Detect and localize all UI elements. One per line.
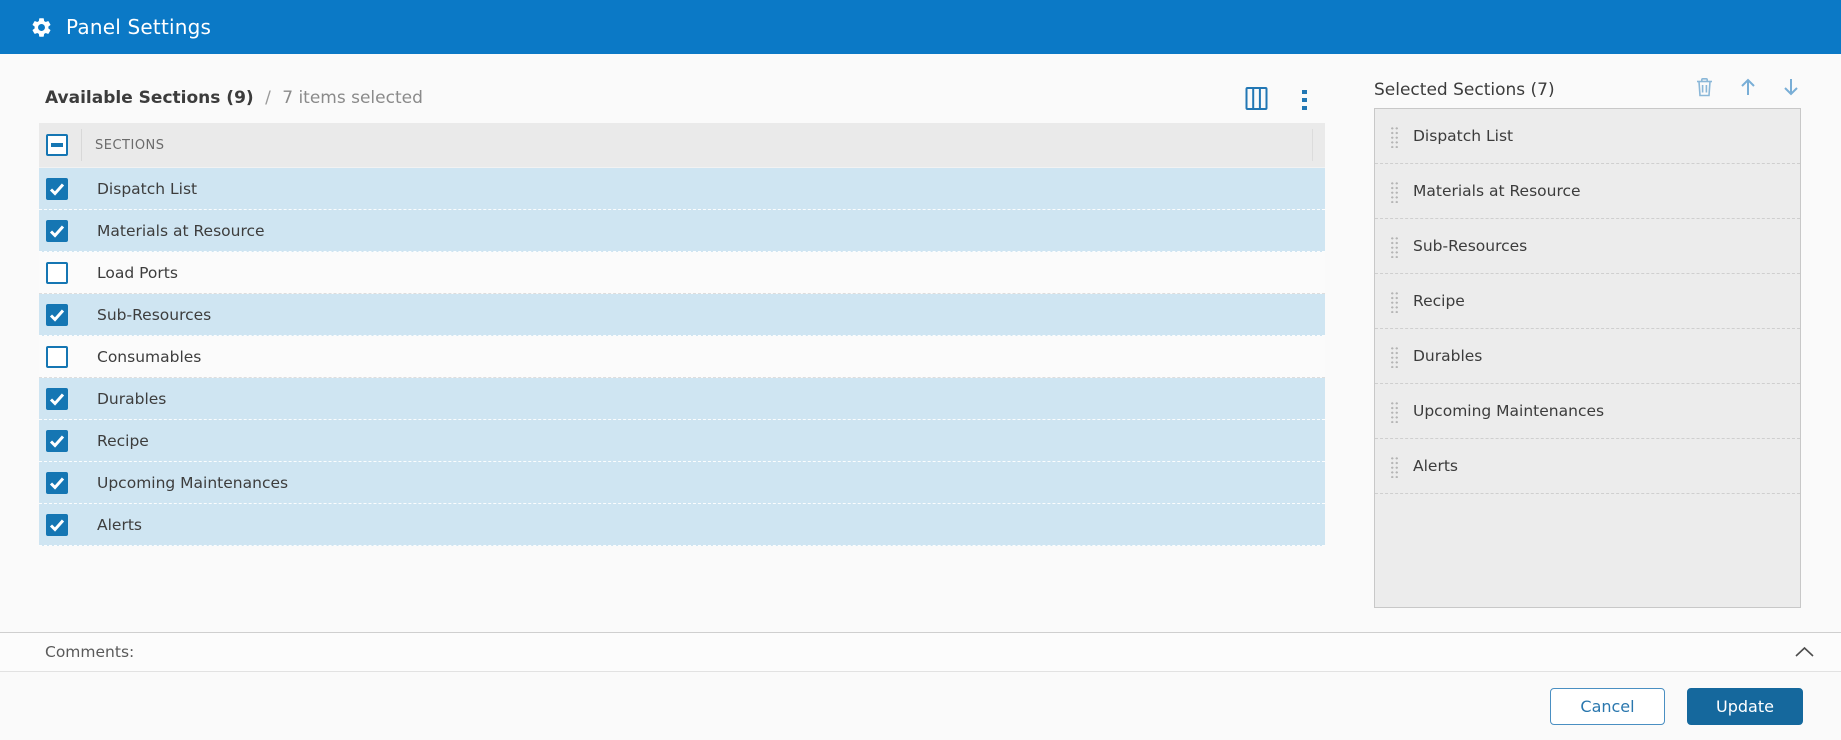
selected-item-label: Sub-Resources: [1413, 237, 1528, 255]
comments-bar[interactable]: Comments:: [0, 632, 1841, 672]
table-row[interactable]: Recipe: [39, 420, 1325, 462]
drag-handle-icon[interactable]: [1389, 454, 1398, 478]
move-down-button[interactable]: [1781, 76, 1801, 101]
arrow-down-icon: [1781, 76, 1801, 101]
table-row[interactable]: Materials at Resource: [39, 210, 1325, 252]
table-row[interactable]: Durables: [39, 378, 1325, 420]
drag-handle-icon[interactable]: [1389, 289, 1398, 313]
table-row[interactable]: Dispatch List: [39, 168, 1325, 210]
selected-list-item[interactable]: Recipe: [1375, 274, 1800, 329]
row-label: Materials at Resource: [97, 221, 265, 240]
checkmark-icon: [49, 309, 65, 322]
heading-separator: /: [265, 88, 271, 108]
row-checkbox[interactable]: [46, 303, 68, 326]
selected-item-label: Recipe: [1413, 292, 1465, 310]
checkmark-icon: [49, 435, 65, 448]
row-checkbox[interactable]: [46, 513, 68, 536]
indeterminate-mark: [51, 143, 63, 147]
selected-item-label: Materials at Resource: [1413, 182, 1581, 200]
sections-column-header: SECTIONS: [95, 137, 165, 153]
table-body: Dispatch List Materials at Resource Load…: [39, 168, 1325, 546]
header-column-divider: [81, 129, 82, 161]
select-all-checkbox[interactable]: [46, 134, 68, 156]
table-row[interactable]: Sub-Resources: [39, 294, 1325, 336]
available-sections-table: SECTIONS Dispatch List Materials at Reso…: [39, 123, 1325, 546]
row-checkbox[interactable]: [46, 387, 68, 410]
row-label: Alerts: [97, 515, 142, 534]
gear-icon: [30, 16, 53, 39]
row-label: Load Ports: [97, 263, 178, 282]
selected-item-label: Upcoming Maintenances: [1413, 402, 1605, 420]
table-row[interactable]: Upcoming Maintenances: [39, 462, 1325, 504]
selected-item-label: Durables: [1413, 347, 1483, 365]
table-header-row: SECTIONS: [39, 123, 1325, 168]
more-options-button[interactable]: [1298, 88, 1311, 113]
drag-handle-icon[interactable]: [1389, 234, 1398, 258]
drag-handle-icon[interactable]: [1389, 344, 1398, 368]
selected-sections-title: Selected Sections (7): [1374, 80, 1555, 100]
column-chooser-button[interactable]: [1245, 86, 1268, 114]
row-label: Dispatch List: [97, 179, 198, 198]
trash-icon: [1695, 76, 1714, 101]
row-checkbox[interactable]: [46, 345, 68, 368]
checkmark-icon: [49, 477, 65, 490]
available-toolbar: [1245, 86, 1311, 114]
arrow-up-icon: [1738, 76, 1758, 101]
drag-handle-icon[interactable]: [1389, 124, 1398, 148]
table-row[interactable]: Consumables: [39, 336, 1325, 378]
cancel-button[interactable]: Cancel: [1550, 688, 1665, 725]
selected-list-item[interactable]: Sub-Resources: [1375, 219, 1800, 274]
selected-list-item[interactable]: Dispatch List: [1375, 109, 1800, 164]
row-label: Durables: [97, 389, 167, 408]
selected-list-item[interactable]: Materials at Resource: [1375, 164, 1800, 219]
table-row[interactable]: Alerts: [39, 504, 1325, 546]
items-selected-count: 7 items selected: [282, 88, 423, 108]
row-checkbox[interactable]: [46, 219, 68, 242]
selected-item-label: Alerts: [1413, 457, 1458, 475]
row-label: Consumables: [97, 347, 202, 366]
selected-sections-list: Dispatch List Materials at Resource Sub-…: [1374, 108, 1801, 608]
row-label: Upcoming Maintenances: [97, 473, 289, 492]
available-sections-title: Available Sections (9): [45, 88, 254, 108]
available-sections-heading: Available Sections (9) / 7 items selecte…: [45, 88, 423, 108]
checkmark-icon: [49, 183, 65, 196]
checkmark-icon: [49, 519, 65, 532]
kebab-menu-icon: [1302, 89, 1307, 111]
checkmark-icon: [49, 393, 65, 406]
update-button[interactable]: Update: [1687, 688, 1803, 725]
row-checkbox[interactable]: [46, 177, 68, 200]
table-row[interactable]: Load Ports: [39, 252, 1325, 294]
dialog-title: Panel Settings: [66, 15, 212, 39]
chevron-up-icon[interactable]: [1794, 646, 1815, 658]
selected-list-item[interactable]: Alerts: [1375, 439, 1800, 494]
selected-list-item[interactable]: Durables: [1375, 329, 1800, 384]
column-chooser-icon: [1245, 86, 1268, 114]
checkmark-icon: [49, 225, 65, 238]
row-checkbox[interactable]: [46, 261, 68, 284]
remove-selected-button[interactable]: [1695, 76, 1714, 101]
row-label: Recipe: [97, 431, 149, 450]
footer: Cancel Update: [0, 673, 1841, 740]
row-checkbox[interactable]: [46, 429, 68, 452]
titlebar: Panel Settings: [0, 0, 1841, 54]
row-label: Sub-Resources: [97, 305, 212, 324]
comments-label: Comments:: [45, 643, 135, 661]
row-checkbox[interactable]: [46, 471, 68, 494]
drag-handle-icon[interactable]: [1389, 179, 1398, 203]
selected-toolbar: [1695, 76, 1801, 101]
move-up-button[interactable]: [1738, 76, 1758, 101]
selected-list-item[interactable]: Upcoming Maintenances: [1375, 384, 1800, 439]
drag-handle-icon[interactable]: [1389, 399, 1398, 423]
selected-item-label: Dispatch List: [1413, 127, 1514, 145]
